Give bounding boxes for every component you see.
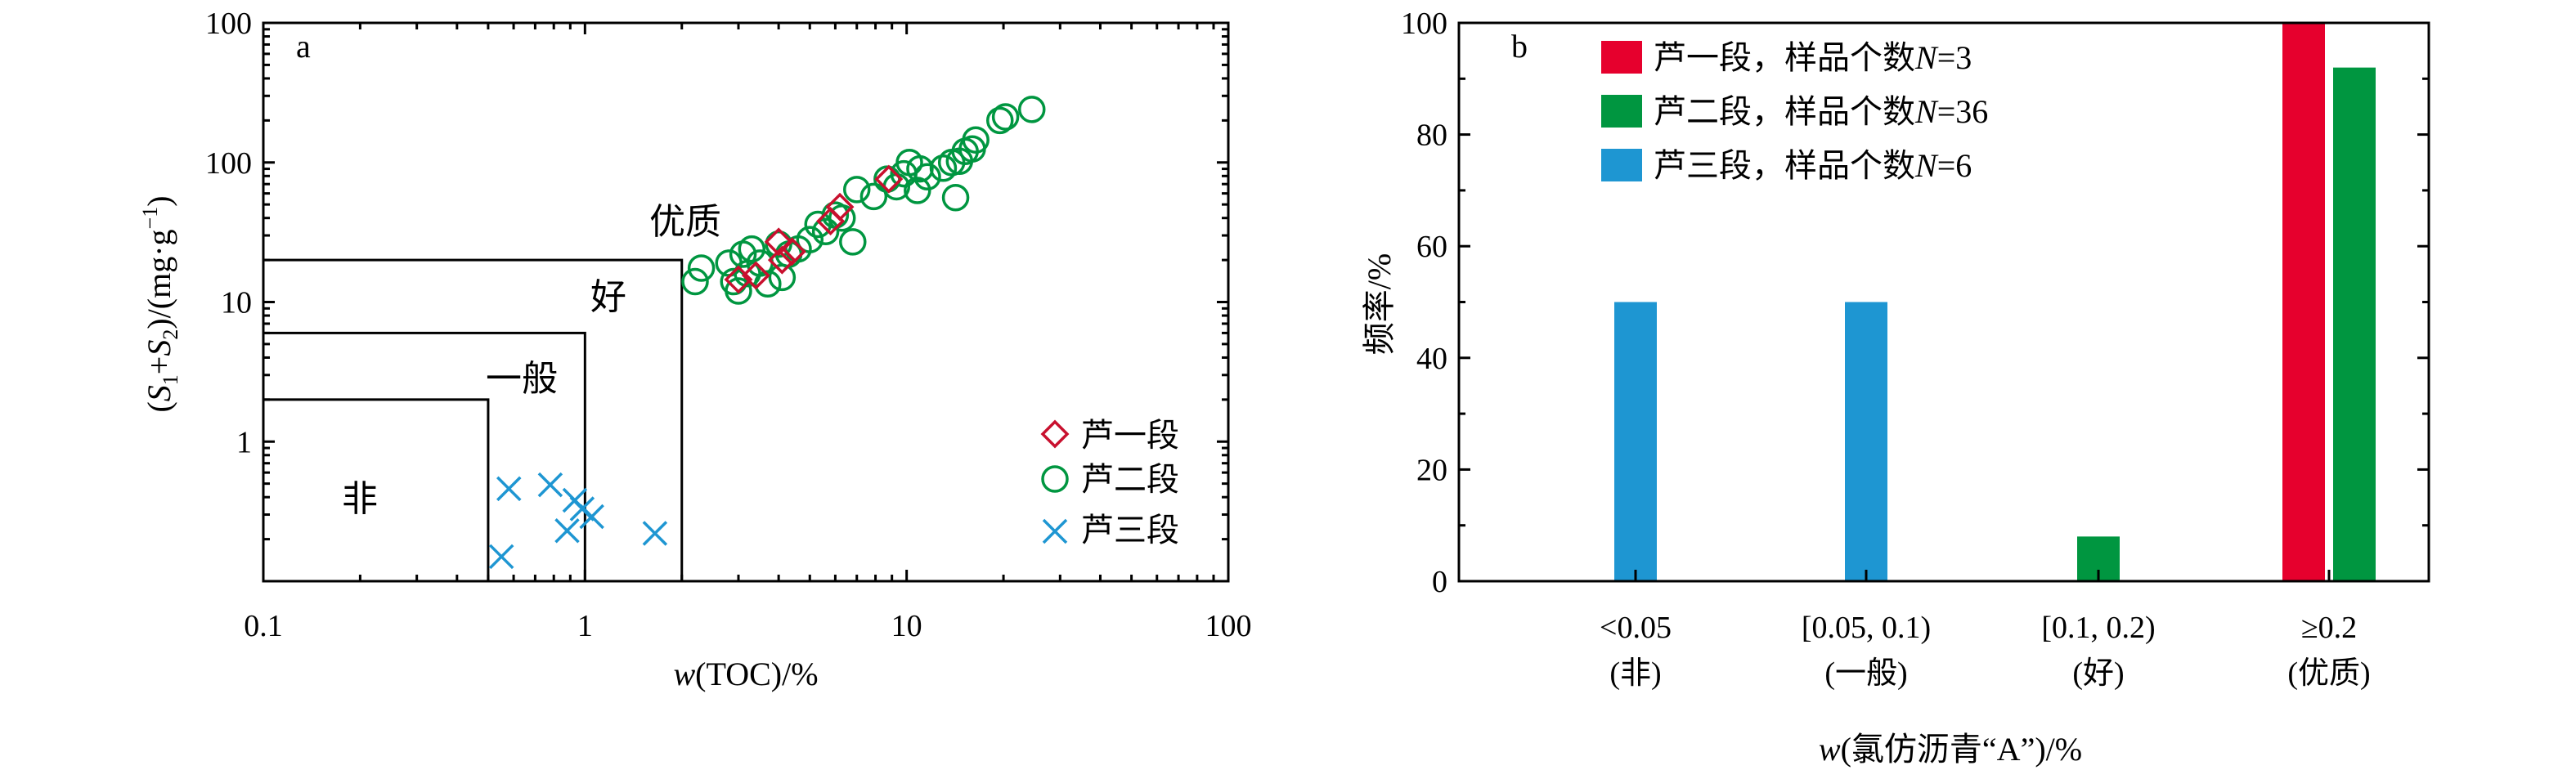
data-point-diamond: [825, 192, 855, 222]
legend-marker-x: [1042, 518, 1068, 544]
zone-label-poor: 非: [342, 479, 378, 519]
x-category-grade: (一般): [1824, 656, 1907, 691]
data-point-circle: [754, 270, 782, 298]
data-point-circle: [811, 217, 840, 245]
x-tick-label: 10: [891, 609, 922, 643]
y-tick-label: 10: [221, 286, 252, 320]
zone-label-good: 好: [590, 277, 626, 317]
data-point-circle: [904, 177, 931, 204]
y-tick-label: 80: [1416, 119, 1447, 153]
y-tick-label: 100: [205, 7, 252, 41]
panel-b-x-axis-label: w(氯仿沥青“A”)/%: [1819, 731, 2082, 768]
x-category-range: ≥0.2: [2301, 611, 2357, 645]
data-point-x-stroke: [488, 544, 514, 570]
panel-b-ticks: 0 20 40 60 80 100 <0.05 (非) [0.05, 0.1) (一般) [0.1,…: [1401, 7, 2429, 691]
legend-b-series-2: 芦二段，样品个数N=36: [1654, 93, 1988, 130]
data-point-diamond: [741, 261, 770, 290]
panel-a-label: a: [296, 28, 311, 65]
data-point-x: [496, 476, 522, 502]
panel-a-points: [488, 96, 1046, 570]
panel-b-y-axis-label: 频率/%: [1361, 253, 1398, 355]
data-point-circle: [991, 103, 1020, 131]
data-point-circle: [687, 254, 716, 282]
x-category-grade: (好): [2072, 656, 2124, 691]
legend-b-series-3: 芦三段，样品个数N=6: [1654, 147, 1972, 184]
data-point-circle: [913, 163, 941, 190]
x-tick-label: 0.1: [244, 609, 283, 643]
legend-b-swatch-1: [1601, 41, 1642, 74]
data-point-circle: [842, 176, 871, 204]
x-category-range: <0.05: [1600, 611, 1672, 645]
panel-a-y-axis-label: (S1+S2)/(mg·g−1): [138, 195, 182, 412]
data-point-x-stroke: [496, 476, 522, 502]
data-point-circle: [738, 235, 766, 263]
data-point-diamond: [767, 245, 797, 275]
y-tick-label: 0: [1432, 565, 1447, 599]
y-tick-label: 40: [1416, 342, 1447, 376]
data-point-circle: [828, 204, 856, 232]
x-category-range: [0.1, 0.2): [2041, 611, 2155, 645]
data-point-x: [488, 544, 514, 570]
y-tick-label: 20: [1416, 453, 1447, 487]
x-category-grade: (优质): [2287, 656, 2370, 691]
bar: [1614, 302, 1657, 581]
y-tick-label: 100: [205, 146, 252, 181]
data-point-circle: [765, 230, 792, 258]
data-point-x: [579, 504, 604, 530]
data-point-x: [642, 521, 668, 546]
legend-b-swatch-3: [1601, 149, 1642, 181]
bar: [1845, 302, 1887, 581]
data-point-circle: [768, 263, 797, 292]
y-tick-label: 100: [1401, 7, 1447, 41]
legend-b-swatch-2: [1601, 95, 1642, 128]
zone-label-excellent: 优质: [649, 202, 721, 242]
data-point-circle: [1017, 96, 1046, 123]
data-point-x-stroke: [554, 517, 580, 544]
data-point-circle: [985, 106, 1014, 135]
x-tick-label: 100: [1205, 609, 1252, 643]
zone-label-fair: 一般: [486, 359, 558, 399]
panel-a-ticks: 0.1 1 10 100 1 10 100 100: [205, 7, 1252, 643]
bar: [2333, 67, 2376, 581]
panel-b-legend: 芦一段，样品个数N=3 芦二段，样品个数N=36 芦三段，样品个数N=6: [1601, 39, 1988, 184]
legend-a-series-1: 芦一段: [1081, 417, 1179, 454]
data-point-circle: [725, 277, 752, 305]
x-category-range: [0.05, 0.1): [1802, 611, 1931, 645]
data-point-circle: [681, 267, 709, 296]
data-point-circle: [929, 154, 958, 182]
y-tick-label: 1: [236, 425, 252, 459]
data-point-circle: [796, 226, 824, 253]
legend-a-series-3: 芦三段: [1081, 512, 1179, 548]
x-category-grade: (非): [1609, 656, 1661, 691]
panel-b-bars: [1614, 23, 2376, 581]
data-point-x: [537, 472, 563, 498]
legend-b-series-1: 芦一段，样品个数N=3: [1654, 39, 1972, 76]
legend-marker-circle: [1041, 465, 1069, 493]
y-tick-label: 60: [1416, 230, 1447, 264]
panel-b-label: b: [1511, 28, 1528, 65]
panel-a-legend: 芦一段 芦二段 芦三段: [1040, 417, 1179, 548]
bar: [2282, 23, 2325, 581]
panel-a-x-axis-label: w(TOC)/%: [673, 656, 818, 692]
data-point-x-stroke: [537, 472, 563, 498]
x-tick-label: 1: [577, 609, 593, 643]
data-point-circle: [941, 183, 970, 212]
legend-a-series-2: 芦二段: [1081, 461, 1179, 498]
data-point-circle: [839, 228, 867, 256]
panel-b-bar: 0 20 40 60 80 100 <0.05 (非) [0.05, 0.1) (一般) [0.1,…: [1361, 7, 2430, 768]
data-point-x-stroke: [579, 504, 604, 530]
data-point-x-stroke: [642, 521, 668, 546]
data-point-diamond: [764, 227, 793, 257]
data-point-circle: [958, 135, 986, 163]
data-point-circle: [859, 182, 888, 211]
data-point-diamond: [874, 164, 904, 194]
data-point-diamond: [724, 265, 753, 294]
legend-marker-diamond: [1040, 419, 1070, 449]
data-point-x: [554, 517, 580, 544]
